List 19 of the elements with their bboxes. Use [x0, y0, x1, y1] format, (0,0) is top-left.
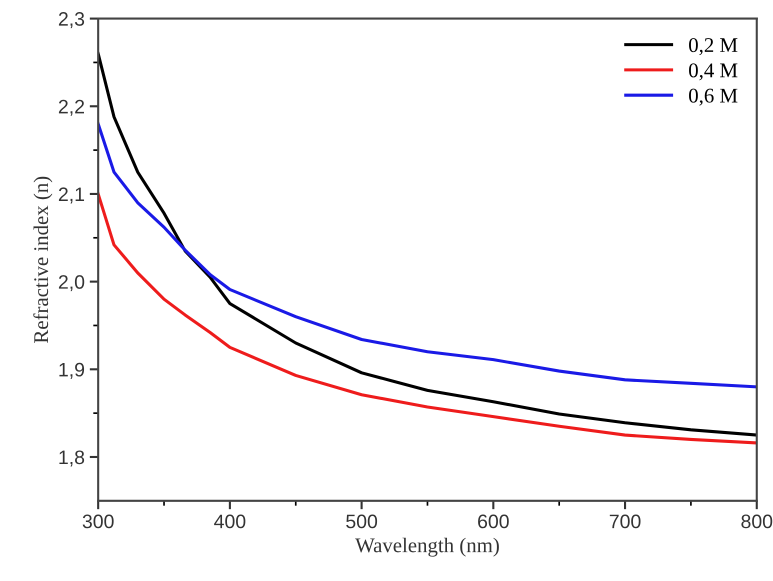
y-tick-label: 1,9: [59, 362, 84, 379]
y-tick-label: 2,0: [58, 275, 84, 292]
legend-label: 0,6 M: [689, 88, 738, 106]
x-tick-label: 300: [82, 514, 114, 528]
legend-label: 0,2 M: [689, 38, 738, 56]
y-tick-label: 2,2: [58, 100, 84, 116]
line-series: [98, 192, 757, 444]
x-tick-label: 800: [741, 514, 772, 528]
x-tick-label: 500: [346, 514, 378, 528]
x-tick-label: 400: [214, 514, 246, 528]
y-axis-title: Refractive index (n): [33, 176, 52, 343]
legend-label: 0,4 M: [689, 63, 738, 80]
y-tick-label: 2,3: [58, 12, 84, 28]
y-tick-label: 2,1: [58, 187, 84, 204]
line-series: [98, 122, 757, 388]
x-axis-title: Wavelength (nm): [355, 538, 499, 557]
x-tick-label: 600: [478, 514, 509, 528]
x-tick-label: 700: [610, 514, 641, 528]
y-tick-label: 1,8: [59, 450, 84, 467]
